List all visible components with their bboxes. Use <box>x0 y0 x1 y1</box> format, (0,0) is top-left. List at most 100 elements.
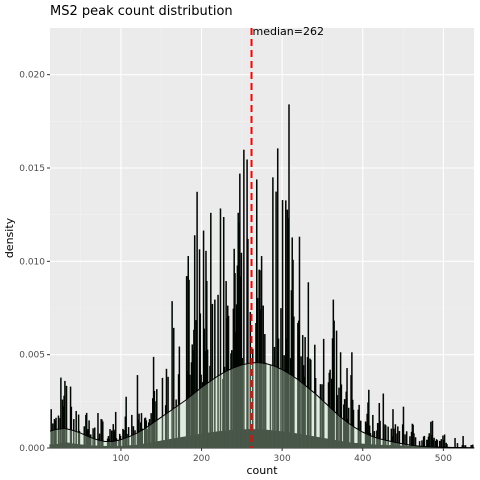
histogram-bar <box>206 349 209 449</box>
histogram-bar <box>336 395 339 449</box>
histogram-bar <box>223 366 226 449</box>
histogram-bar <box>150 413 152 449</box>
histogram-bar <box>148 419 151 449</box>
median-label: median=262 <box>253 25 324 38</box>
histogram-bar <box>382 393 385 449</box>
histogram-bar <box>384 425 387 449</box>
histogram-bar <box>240 252 243 449</box>
histogram-bar <box>153 390 156 449</box>
histogram-bar <box>146 428 148 449</box>
histogram-bar <box>338 387 340 449</box>
histogram-bar <box>114 411 117 449</box>
histogram-bar <box>404 434 406 449</box>
histogram-bar <box>175 399 177 449</box>
histogram-bar <box>273 346 276 449</box>
histogram-bar <box>346 368 348 449</box>
histogram-bar <box>189 374 191 449</box>
y-tick-label: 0.000 <box>19 444 45 454</box>
histogram-bar <box>247 238 249 449</box>
histogram-bar <box>126 433 128 449</box>
histogram-bar <box>171 301 173 449</box>
histogram-bar <box>387 426 389 449</box>
histogram-bar <box>300 356 302 449</box>
histogram-bar <box>304 337 306 449</box>
histogram-bar <box>358 404 360 449</box>
histogram-bar <box>414 437 417 449</box>
histogram-bar <box>260 256 263 449</box>
x-tick-label: 500 <box>435 454 452 464</box>
histogram-bar <box>50 409 52 449</box>
histogram-bar <box>319 384 322 449</box>
histogram-bar <box>293 316 295 449</box>
y-axis-title: density <box>3 217 16 258</box>
histogram-bar <box>64 380 66 449</box>
histogram-bar <box>138 413 140 449</box>
density-area <box>50 362 474 448</box>
histogram-bar <box>322 338 325 449</box>
histogram-bar <box>379 420 381 449</box>
histogram-bar <box>397 426 399 449</box>
histogram-bar <box>340 384 343 449</box>
histogram-bar <box>335 330 338 449</box>
histogram-bar <box>88 420 90 449</box>
y-tick-label: 0.020 <box>19 71 45 81</box>
histogram-bar <box>285 200 287 449</box>
histogram-bar <box>156 389 158 449</box>
x-tick-label: 100 <box>112 454 129 464</box>
histogram-bar <box>421 440 423 449</box>
histogram-bar <box>393 428 395 449</box>
histogram-bar <box>75 411 77 449</box>
histogram-bar <box>127 427 130 449</box>
histogram-bar <box>57 415 60 449</box>
histogram-bar <box>256 297 259 449</box>
histogram-bar <box>193 235 196 449</box>
histogram-bar <box>89 434 92 449</box>
histogram-bar <box>454 438 456 449</box>
histogram-bar <box>423 435 426 449</box>
histogram-bar <box>283 355 285 449</box>
histogram-bar <box>405 431 408 449</box>
plot-panel: median=262 <box>49 25 475 449</box>
histogram-bar <box>70 406 73 449</box>
histogram-bar <box>430 421 432 449</box>
histogram-bar <box>314 378 317 449</box>
histogram-bar <box>97 413 99 449</box>
histogram-bar <box>227 315 230 449</box>
histogram-bar <box>409 436 411 449</box>
histogram-bar <box>262 305 264 449</box>
y-tick-label: 0.010 <box>19 257 45 267</box>
histogram-bar <box>307 282 310 449</box>
histogram-bar <box>185 276 188 449</box>
histogram-bar <box>60 377 62 449</box>
histogram-bar <box>310 359 312 449</box>
histogram-bar <box>141 428 144 449</box>
histogram-bar <box>243 149 245 449</box>
histogram-bar <box>134 430 136 449</box>
histogram-bar <box>251 348 254 449</box>
histogram-bar <box>368 389 370 449</box>
histogram-bar <box>373 431 376 449</box>
histogram-bar <box>161 377 164 449</box>
histogram-bar <box>436 440 439 449</box>
histogram-bar <box>196 191 198 449</box>
histogram-bar <box>93 427 96 449</box>
histogram-bar <box>131 414 133 449</box>
chart-title: MS2 peak count distribution <box>50 4 233 19</box>
histogram-bar <box>280 308 282 449</box>
histogram-bar <box>288 104 290 449</box>
histogram-bar <box>443 434 446 449</box>
x-axis: 100 200 300 400 500 <box>112 448 452 464</box>
x-tick-label: 200 <box>193 454 210 464</box>
histogram-bar <box>376 423 379 449</box>
histogram-bar <box>231 350 233 449</box>
histogram-bar <box>52 423 54 449</box>
histogram-bar <box>211 303 214 449</box>
histogram-bar <box>110 430 113 449</box>
histogram-bar <box>65 385 68 449</box>
histogram-bar <box>433 437 435 449</box>
y-axis: 0.000 0.005 0.010 0.015 0.020 <box>19 71 50 454</box>
histogram-bar <box>210 212 212 449</box>
histogram-bar <box>73 419 75 449</box>
histogram-bar <box>440 439 443 449</box>
